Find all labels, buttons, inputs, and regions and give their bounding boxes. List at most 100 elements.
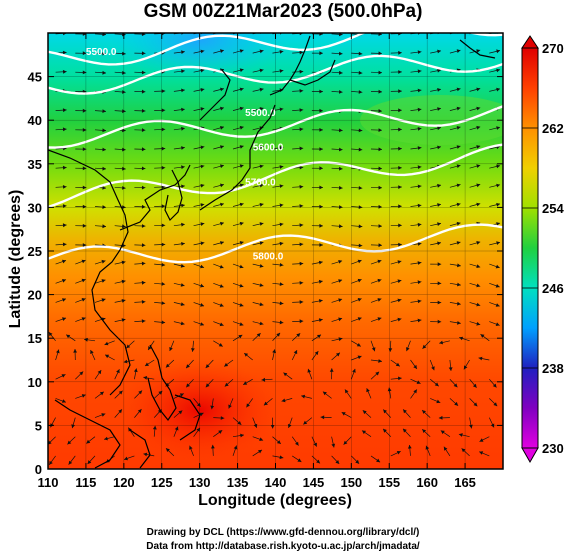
wind-arrowhead bbox=[395, 362, 400, 367]
wind-arrowhead bbox=[461, 448, 466, 453]
wind-arrowhead bbox=[496, 164, 500, 169]
wind-arrowhead bbox=[259, 183, 264, 188]
wind-arrowhead bbox=[181, 126, 185, 131]
wind-arrowhead bbox=[62, 242, 67, 247]
wind-arrowhead bbox=[417, 318, 422, 323]
wind-arrowhead bbox=[48, 440, 52, 445]
wind-arrowhead bbox=[358, 186, 363, 190]
colorbar-tick-label: 246 bbox=[542, 281, 564, 296]
wind-arrowhead bbox=[378, 185, 382, 190]
wind-arrowhead bbox=[496, 68, 500, 73]
wind-arrowhead bbox=[437, 262, 442, 267]
wind-arrowhead bbox=[383, 428, 387, 433]
wind-arrowhead bbox=[161, 165, 166, 170]
wind-arrowhead bbox=[200, 164, 205, 169]
wind-arrowhead bbox=[181, 146, 185, 150]
wind-arrowhead bbox=[166, 448, 170, 452]
wind-arrowhead bbox=[297, 458, 302, 462]
wind-arrowhead bbox=[448, 367, 453, 371]
wind-arrowhead bbox=[358, 243, 363, 248]
cold-region bbox=[110, 33, 290, 80]
wind-arrowhead bbox=[101, 298, 106, 302]
wind-arrowhead bbox=[180, 302, 185, 306]
wind-arrowhead bbox=[417, 127, 422, 131]
wind-arrowhead bbox=[121, 318, 126, 322]
wind-arrowhead bbox=[259, 321, 264, 326]
wind-arrowhead bbox=[417, 50, 422, 54]
wind-arrowhead bbox=[272, 349, 276, 354]
wind-arrowhead bbox=[378, 166, 382, 171]
x-tick-label: 135 bbox=[227, 475, 249, 490]
x-tick-label: 165 bbox=[454, 475, 476, 490]
wind-arrowhead bbox=[259, 68, 264, 73]
wind-arrowhead bbox=[344, 389, 349, 394]
wind-arrowhead bbox=[141, 70, 146, 75]
wind-arrowhead bbox=[479, 451, 484, 455]
wind-arrowhead bbox=[422, 429, 427, 433]
wind-arrowhead bbox=[495, 264, 500, 269]
wind-arrowhead bbox=[454, 401, 459, 406]
wind-arrowhead bbox=[82, 223, 87, 228]
wind-arrowhead bbox=[456, 202, 461, 207]
wind-arrowhead bbox=[102, 205, 106, 209]
wind-arrowhead bbox=[81, 278, 86, 283]
warm-region bbox=[120, 360, 280, 460]
contour-label: 5500.0 bbox=[86, 47, 117, 58]
wind-arrowhead bbox=[398, 166, 402, 170]
wind-arrowhead bbox=[161, 204, 166, 209]
wind-arrowhead bbox=[495, 303, 500, 307]
wind-arrowhead bbox=[478, 356, 483, 361]
wind-arrowhead bbox=[239, 49, 244, 53]
wind-arrowhead bbox=[82, 51, 87, 56]
credit-line-data: Data from http://database.rish.kyoto-u.a… bbox=[146, 541, 420, 552]
wind-arrowhead bbox=[496, 202, 500, 207]
wind-arrowhead bbox=[138, 390, 143, 395]
wind-arrowhead bbox=[239, 202, 244, 207]
wind-arrowhead bbox=[357, 278, 362, 283]
wind-arrowhead bbox=[121, 260, 126, 265]
wind-arrowhead bbox=[476, 283, 481, 288]
x-tick-label: 120 bbox=[113, 475, 135, 490]
wind-arrowhead bbox=[388, 348, 393, 352]
wind-arrowhead bbox=[438, 415, 443, 420]
wind-arrowhead bbox=[62, 185, 67, 189]
wind-arrowhead bbox=[211, 444, 215, 449]
wind-arrowhead bbox=[437, 281, 442, 286]
wind-arrowhead bbox=[200, 222, 205, 226]
wind-arrowhead bbox=[357, 355, 362, 360]
wind-arrowhead bbox=[220, 145, 224, 149]
wind-arrowhead bbox=[398, 223, 402, 228]
wind-arrowhead bbox=[161, 223, 166, 228]
wind-arrowhead bbox=[239, 283, 244, 288]
wind-arrowhead bbox=[456, 126, 461, 130]
wind-arrowhead bbox=[220, 87, 224, 92]
wind-arrowhead bbox=[62, 298, 66, 302]
wind-arrowhead bbox=[319, 166, 323, 171]
y-tick-label: 40 bbox=[28, 113, 42, 128]
wind-arrowhead bbox=[422, 410, 426, 414]
wind-arrowhead bbox=[355, 459, 360, 464]
wind-arrowhead bbox=[219, 303, 224, 307]
wind-arrowhead bbox=[456, 106, 461, 111]
wind-arrowhead bbox=[338, 279, 343, 283]
wind-arrowhead bbox=[398, 146, 402, 151]
wind-arrowhead bbox=[82, 185, 87, 190]
wind-arrowhead bbox=[331, 443, 336, 448]
wind-arrowhead bbox=[406, 347, 410, 352]
wind-arrowhead bbox=[259, 264, 264, 268]
wind-arrowhead bbox=[417, 280, 422, 285]
wind-arrowhead bbox=[161, 320, 166, 325]
wind-arrowhead bbox=[279, 145, 284, 150]
wind-arrowhead bbox=[299, 127, 304, 132]
wind-arrowhead bbox=[238, 334, 243, 339]
wind-arrowhead bbox=[220, 221, 224, 226]
wind-arrowhead bbox=[259, 437, 264, 441]
colorbar-tick-label: 254 bbox=[542, 201, 564, 216]
wind-arrowhead bbox=[210, 405, 215, 410]
wind-arrowhead bbox=[102, 186, 106, 190]
wind-arrowhead bbox=[101, 279, 106, 283]
wind-arrowhead bbox=[476, 87, 481, 92]
wind-arrowhead bbox=[62, 279, 66, 283]
y-tick-label: 0 bbox=[35, 462, 42, 477]
colorbar-scale bbox=[521, 47, 539, 449]
